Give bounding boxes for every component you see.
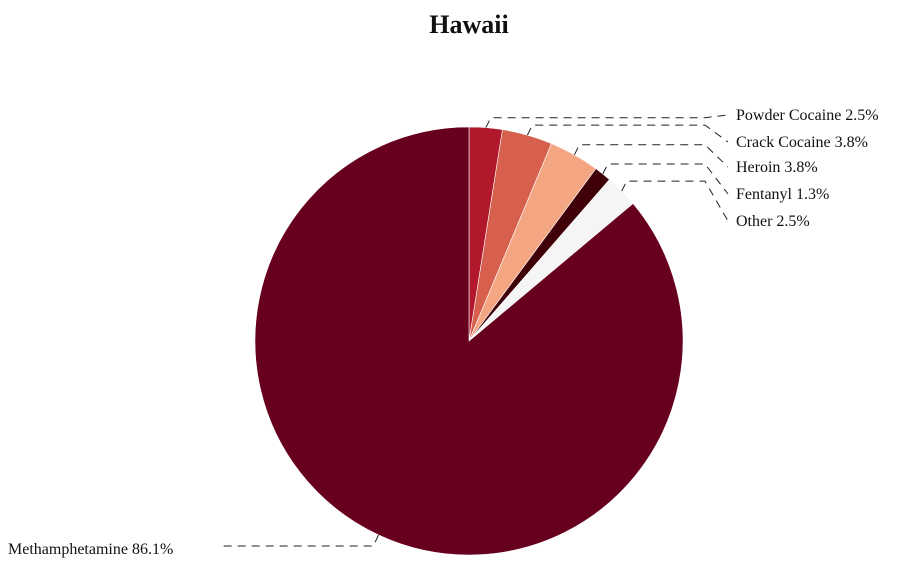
slice-label-crack-cocaine: Crack Cocaine 3.8%: [736, 134, 868, 151]
slice-label-methamphetamine: Methamphetamine 86.1%: [8, 541, 173, 558]
leader-line-fentanyl: [602, 163, 729, 195]
chart-title: Hawaii: [429, 10, 508, 39]
slice-label-fentanyl: Fentanyl 1.3%: [736, 186, 829, 203]
slice-label-powder-cocaine: Powder Cocaine 2.5%: [736, 107, 879, 124]
leader-line-other: [621, 180, 729, 222]
pie-slices: [254, 126, 684, 556]
pie-slice-methamphetamine: [254, 126, 684, 556]
slice-label-other: Other 2.5%: [736, 213, 810, 230]
slice-label-heroin: Heroin 3.8%: [736, 159, 818, 176]
slice-labels: Powder Cocaine 2.5% Crack Cocaine 3.8% Her…: [8, 107, 879, 558]
leader-line-crack-cocaine: [526, 124, 729, 143]
leader-line-powder-cocaine: [485, 114, 729, 128]
leader-lines: [218, 114, 729, 547]
leader-line-methamphetamine: [218, 534, 379, 547]
leader-line-heroin: [573, 144, 729, 168]
